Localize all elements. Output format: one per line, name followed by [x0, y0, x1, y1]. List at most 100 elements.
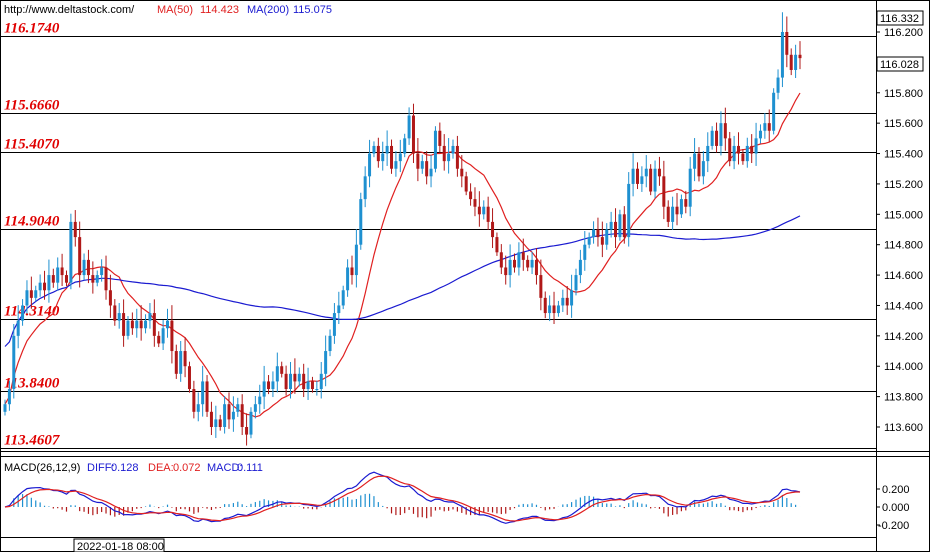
- candle-body: [12, 335, 16, 390]
- price-tick-label: 116.200: [884, 27, 923, 39]
- candle-body: [508, 259, 512, 276]
- candle-body: [710, 130, 714, 146]
- candle-body: [675, 206, 679, 215]
- candle-body: [438, 130, 442, 146]
- price-tick-label: 114.400: [884, 300, 923, 312]
- level-label: 115.4070: [4, 137, 60, 153]
- macd-diff-value: 0.128: [111, 462, 139, 474]
- candle-body: [390, 145, 394, 169]
- candle-body: [337, 305, 341, 314]
- macd-dea-value: 0.072: [173, 462, 201, 474]
- candle-body: [144, 320, 148, 329]
- candle-body: [442, 145, 446, 162]
- macd-value: 0.111: [237, 462, 263, 474]
- candle-body: [341, 290, 345, 306]
- candle-body: [157, 335, 161, 344]
- candle-body: [306, 381, 310, 390]
- candle-body: [21, 305, 25, 321]
- level-label: 114.3140: [4, 304, 60, 320]
- macd-diff-line: [4, 471, 801, 524]
- candle-body: [513, 259, 517, 268]
- candle-body: [420, 161, 424, 169]
- candle-body: [179, 351, 183, 374]
- high-price-value: 116.332: [880, 13, 919, 25]
- level-label: 114.9040: [4, 214, 60, 230]
- candle-body: [122, 313, 126, 336]
- ma200-value: 115.075: [293, 4, 332, 16]
- candle-body: [86, 259, 90, 276]
- candle-body: [539, 275, 543, 298]
- candle-body: [780, 32, 784, 78]
- candle-body: [363, 176, 367, 200]
- price-tick-label: 115.200: [884, 179, 923, 191]
- candle-body: [741, 153, 745, 162]
- candle-body: [754, 138, 758, 154]
- last-price-value: 116.028: [880, 59, 919, 71]
- candle-body: [398, 153, 402, 162]
- price-tick-label: 113.600: [884, 422, 923, 434]
- candle-body: [231, 411, 235, 420]
- candle-body: [451, 145, 455, 154]
- price-tick-label: 115.600: [884, 118, 923, 130]
- candle-body: [218, 419, 222, 427]
- candle-body: [170, 320, 174, 352]
- candle-body: [249, 411, 253, 435]
- candle-body: [737, 145, 741, 154]
- level-label: 115.6660: [4, 98, 60, 114]
- levels-layer: 116.1740 115.6660 115.4070 114.9040 114.3140…: [0, 21, 876, 449]
- level-label: 113.4607: [4, 433, 60, 449]
- candle-body: [596, 229, 600, 238]
- candle-body: [495, 237, 499, 253]
- candle-body: [381, 153, 385, 162]
- candle-body: [732, 145, 736, 162]
- candle-body: [192, 389, 196, 412]
- candle-body: [622, 214, 626, 238]
- candle-body: [477, 206, 481, 215]
- macd-panel: [4, 471, 801, 524]
- candles-layer: [3, 12, 802, 446]
- price-tick-label: 113.800: [884, 392, 923, 404]
- price-tick-label: 114.000: [884, 361, 923, 373]
- candle-body: [416, 153, 420, 169]
- candle-body: [504, 267, 508, 276]
- candle-body: [526, 259, 530, 268]
- price-tick-label: 114.600: [884, 270, 923, 282]
- candle-body: [697, 153, 701, 177]
- candle-body: [640, 176, 644, 184]
- candle-body: [117, 313, 121, 321]
- candle-body: [3, 404, 7, 412]
- candle-body: [201, 381, 205, 405]
- candle-body: [587, 237, 591, 245]
- candle-body: [161, 328, 165, 344]
- ma50-label: MA(50): [157, 4, 193, 16]
- price-tick-label: 115.400: [884, 149, 923, 161]
- candle-body: [728, 138, 732, 162]
- candle-body: [64, 275, 68, 283]
- level-label: 113.8400: [4, 376, 60, 392]
- candle-body: [385, 145, 389, 154]
- macd-dea-label: DEA:: [148, 462, 174, 474]
- candle-body: [354, 244, 358, 276]
- candle-body: [635, 168, 639, 184]
- candle-body: [706, 145, 710, 162]
- candle-body: [798, 54, 802, 59]
- candle-body: [126, 320, 130, 336]
- candle-body: [671, 206, 675, 222]
- candle-body: [719, 123, 723, 146]
- candle-body: [284, 373, 288, 390]
- date-label-box: [73, 538, 165, 552]
- candle-body: [750, 145, 754, 154]
- candle-body: [403, 138, 407, 154]
- candle-body: [297, 373, 301, 382]
- candle-body: [152, 313, 156, 336]
- candle-body: [236, 404, 240, 412]
- candle-body: [187, 366, 191, 390]
- candle-body: [293, 373, 297, 382]
- macd-title: MACD(26,12,9): [4, 462, 80, 474]
- level-label: 116.1740: [4, 21, 60, 37]
- candle-body: [16, 320, 20, 336]
- candle-body: [776, 77, 780, 93]
- candle-body: [183, 351, 187, 367]
